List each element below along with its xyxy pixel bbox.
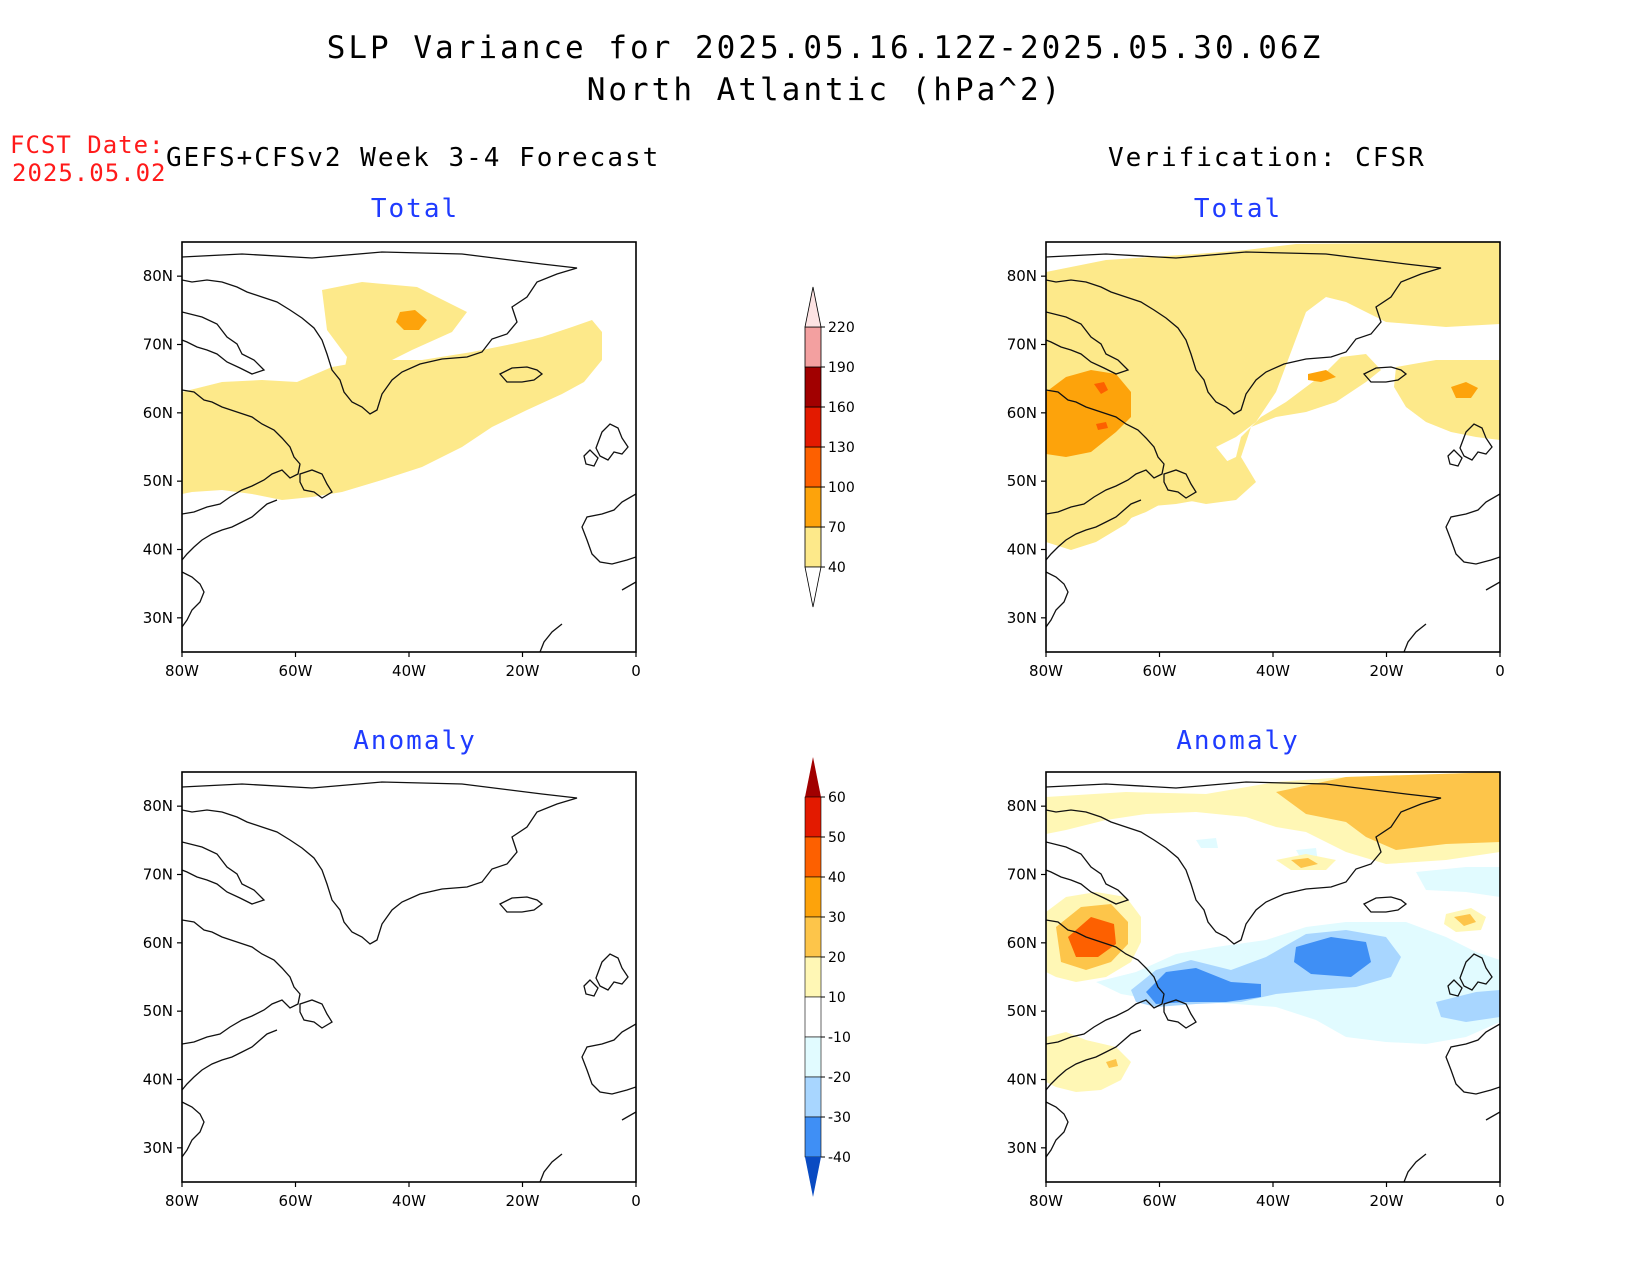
verif-total-title: Total: [1193, 194, 1283, 224]
anomaly-colorbar-box: [804, 956, 822, 998]
total-colorbar-box: [804, 486, 822, 528]
anomaly-colorbar-label: -10: [828, 1030, 851, 1046]
fcst-date-label: FCST Date:: [10, 131, 165, 159]
lon-tick-label: 0: [1495, 1192, 1505, 1210]
anomaly-colorbar-label: 10: [828, 990, 846, 1006]
verif-anomaly-title: Anomaly: [1176, 726, 1300, 756]
lon-tick-label: 40W: [1256, 662, 1290, 680]
anomaly-colorbar-top-cap: [805, 757, 821, 797]
lon-tick-label: 40W: [392, 662, 426, 680]
figure-title-line1: SLP Variance for 2025.05.16.12Z-2025.05.…: [326, 30, 1324, 66]
anomaly-colorbar-label: -20: [828, 1070, 851, 1086]
lat-tick-label: 50N: [1007, 472, 1037, 490]
total-colorbar-box: [804, 446, 822, 488]
lon-tick-label: 60W: [1143, 1192, 1177, 1210]
lon-tick-label: 80W: [165, 1192, 199, 1210]
lat-tick-label: 80N: [143, 797, 173, 815]
forecast-total-map: [181, 241, 637, 653]
lat-tick-label: 50N: [143, 1002, 173, 1020]
lat-tick-label: 30N: [143, 609, 173, 627]
verification-header: Verification: CFSR: [1108, 143, 1426, 173]
forecast-total-title: Total: [370, 194, 460, 224]
anomaly-colorbar-box: [804, 796, 822, 838]
lat-tick-label: 70N: [143, 336, 173, 354]
lon-tick-label: 40W: [1256, 1192, 1290, 1210]
lat-tick-label: 40N: [143, 541, 173, 559]
lat-tick-label: 60N: [1007, 934, 1037, 952]
total-colorbar-label: 70: [828, 520, 846, 536]
lat-tick-label: 80N: [143, 267, 173, 285]
fcst-date-value: 2025.05.02: [12, 159, 167, 187]
lon-tick-label: 80W: [165, 662, 199, 680]
lat-tick-label: 30N: [1007, 609, 1037, 627]
anomaly-colorbar-box: [804, 876, 822, 918]
lon-tick-label: 80W: [1029, 1192, 1063, 1210]
anomaly-colorbar-label: -30: [828, 1110, 851, 1126]
total-colorbar-label: 100: [828, 480, 855, 496]
lat-tick-label: 30N: [1007, 1139, 1037, 1157]
lon-tick-label: 20W: [1370, 1192, 1404, 1210]
anomaly-colorbar-box: [804, 1076, 822, 1118]
lat-tick-label: 40N: [143, 1071, 173, 1089]
lat-tick-label: 30N: [143, 1139, 173, 1157]
lon-tick-label: 0: [631, 1192, 641, 1210]
verif-total-map: [1045, 241, 1501, 653]
total-colorbar: 40 70 100 130 160 190 220: [804, 286, 855, 608]
lat-tick-label: 50N: [1007, 1002, 1037, 1020]
total-colorbar-label: 40: [828, 560, 846, 576]
total-colorbar-label: 160: [828, 400, 855, 416]
total-colorbar-top-cap: [804, 286, 822, 328]
lat-tick-label: 40N: [1007, 1071, 1037, 1089]
anomaly-colorbar: 60 50 40 30 20 10 -10 -20 -30 -40: [804, 757, 851, 1197]
lat-tick-label: 60N: [1007, 404, 1037, 422]
forecast-header: GEFS+CFSv2 Week 3-4 Forecast: [166, 143, 661, 173]
lon-tick-label: 60W: [279, 662, 313, 680]
lon-tick-label: 40W: [392, 1192, 426, 1210]
forecast-anomaly-title: Anomaly: [353, 726, 477, 756]
anomaly-colorbar-label: 20: [828, 950, 846, 966]
lat-tick-label: 70N: [1007, 336, 1037, 354]
lat-tick-label: 60N: [143, 934, 173, 952]
anomaly-colorbar-label: 40: [828, 870, 846, 886]
lon-tick-label: 20W: [1370, 662, 1404, 680]
lon-tick-label: 80W: [1029, 662, 1063, 680]
lat-tick-label: 50N: [143, 472, 173, 490]
total-colorbar-box: [804, 326, 822, 368]
verif-anomaly-map: [1045, 771, 1501, 1183]
lat-tick-label: 40N: [1007, 541, 1037, 559]
anomaly-colorbar-label: 30: [828, 910, 846, 926]
lon-tick-label: 20W: [506, 662, 540, 680]
forecast-anomaly-map: [181, 771, 637, 1183]
anomaly-colorbar-box: [804, 1036, 822, 1078]
lat-tick-label: 60N: [143, 404, 173, 422]
lat-tick-label: 80N: [1007, 267, 1037, 285]
total-colorbar-label: 220: [828, 320, 855, 336]
figure-title-line2: North Atlantic (hPa^2): [586, 72, 1064, 108]
lat-tick-label: 70N: [143, 866, 173, 884]
lon-tick-label: 20W: [506, 1192, 540, 1210]
lon-tick-label: 0: [631, 662, 641, 680]
anomaly-colorbar-label: 60: [828, 790, 846, 806]
lon-tick-label: 60W: [1143, 662, 1177, 680]
total-colorbar-label: 130: [828, 440, 855, 456]
total-colorbar-box: [804, 406, 822, 448]
total-colorbar-bottom-cap: [804, 566, 822, 608]
lon-tick-label: 60W: [279, 1192, 313, 1210]
lat-tick-label: 80N: [1007, 797, 1037, 815]
total-colorbar-label: 190: [828, 360, 855, 376]
anomaly-colorbar-box: [804, 916, 822, 958]
anomaly-colorbar-bottom-cap: [805, 1157, 821, 1197]
axes-layer: 80W 60W 40W 20W 0 80N 70N 60N 50N 40N 30N 80W 60W 40W…: [143, 267, 1505, 1210]
lat-tick-label: 70N: [1007, 866, 1037, 884]
total-colorbar-box: [804, 526, 822, 568]
total-colorbar-box: [804, 366, 822, 408]
anomaly-colorbar-box: [804, 836, 822, 878]
anomaly-colorbar-box: [804, 1116, 822, 1158]
anomaly-colorbar-box: [804, 996, 822, 1038]
anomaly-colorbar-label: -40: [828, 1150, 851, 1166]
lon-tick-label: 0: [1495, 662, 1505, 680]
anomaly-colorbar-label: 50: [828, 830, 846, 846]
